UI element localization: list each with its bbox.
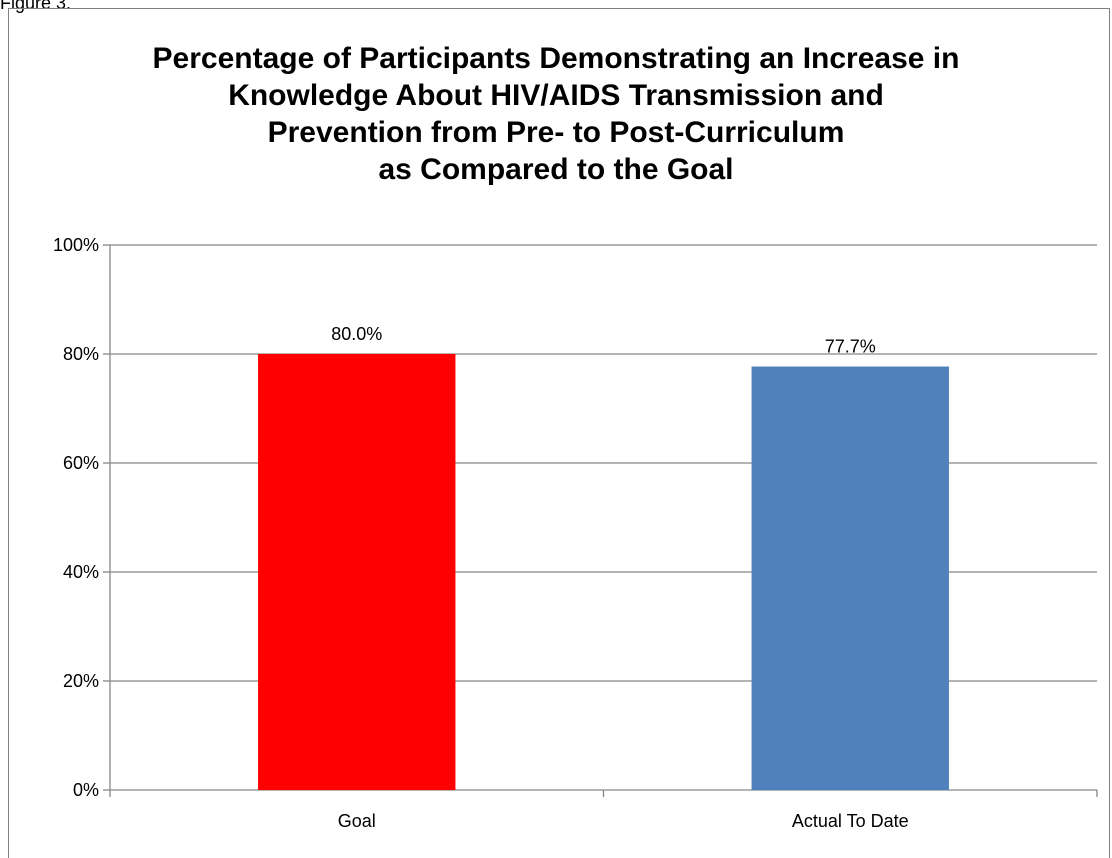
x-category-label: Goal	[338, 811, 376, 831]
data-label: 80.0%	[331, 324, 382, 344]
bar	[258, 354, 456, 790]
bar	[751, 366, 949, 790]
x-category-label: Actual To Date	[792, 811, 909, 831]
chart-frame	[8, 8, 1110, 858]
data-label: 77.7%	[825, 337, 876, 357]
chart-title-line-4: as Compared to the Goal	[378, 153, 734, 186]
figure-label: Figure 3.	[0, 0, 72, 13]
chart-title: Percentage of Participants Demonstrating…	[0, 40, 1112, 188]
y-tick-label: 40%	[63, 562, 99, 582]
y-tick-label: 0%	[73, 780, 99, 800]
chart-title-line-1: Percentage of Participants Demonstrating…	[152, 42, 960, 75]
y-tick-label: 80%	[63, 344, 99, 364]
y-tick-label: 100%	[53, 235, 99, 255]
chart-title-line-3: Prevention from Pre- to Post-Curriculum	[267, 116, 845, 149]
y-tick-label: 20%	[63, 671, 99, 691]
chart-title-line-2: Knowledge About HIV/AIDS Transmission an…	[228, 79, 884, 112]
y-tick-label: 60%	[63, 453, 99, 473]
